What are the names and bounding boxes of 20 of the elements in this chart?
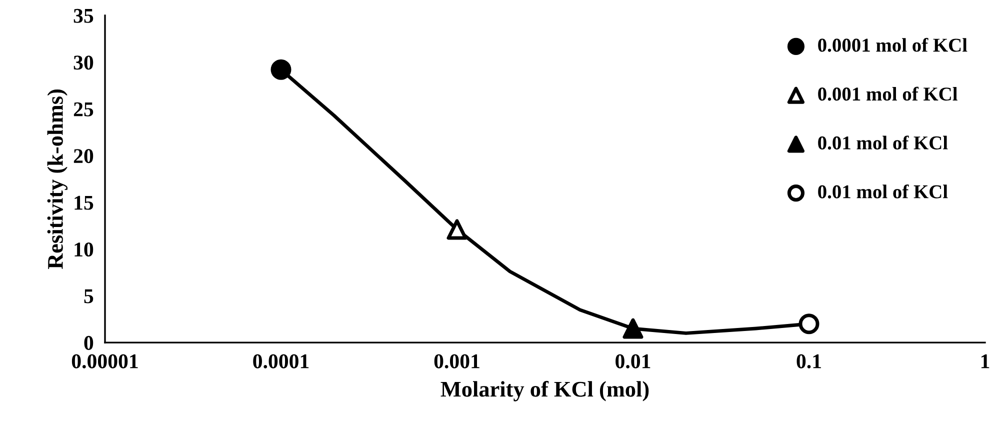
y-tick-label: 0 [84, 336, 94, 350]
y-tick-label: 15 [74, 196, 94, 210]
y-tick-label: 10 [74, 242, 94, 257]
legend-label: 0.0001 mol of KCl [818, 38, 968, 52]
y-tick-label: 5 [84, 289, 94, 304]
y-tick-label: 20 [74, 149, 94, 164]
x-tick-label: 0.0001 [253, 354, 309, 368]
x-axis-title: Molarity of KCl (mol) [440, 380, 649, 402]
y-tick-label: 35 [74, 8, 94, 23]
x-tick-label: 0.1 [796, 354, 821, 368]
x-tick-label: 0.00001 [72, 354, 138, 368]
y-tick-label: 25 [74, 102, 94, 116]
legend-label: 0.01 mol of KCl [818, 136, 948, 150]
x-tick-label: 1 [981, 354, 990, 368]
legend-label: 0.01 mol of KCl [818, 184, 948, 198]
x-tick-label: 0.001 [434, 354, 480, 368]
y-tick-label: 30 [74, 56, 94, 70]
x-tick-label: 0.01 [616, 354, 650, 368]
legend-label: 0.001 mol of KCl [818, 86, 958, 101]
y-axis-title: Resitivity (k-ohms) [47, 90, 68, 270]
